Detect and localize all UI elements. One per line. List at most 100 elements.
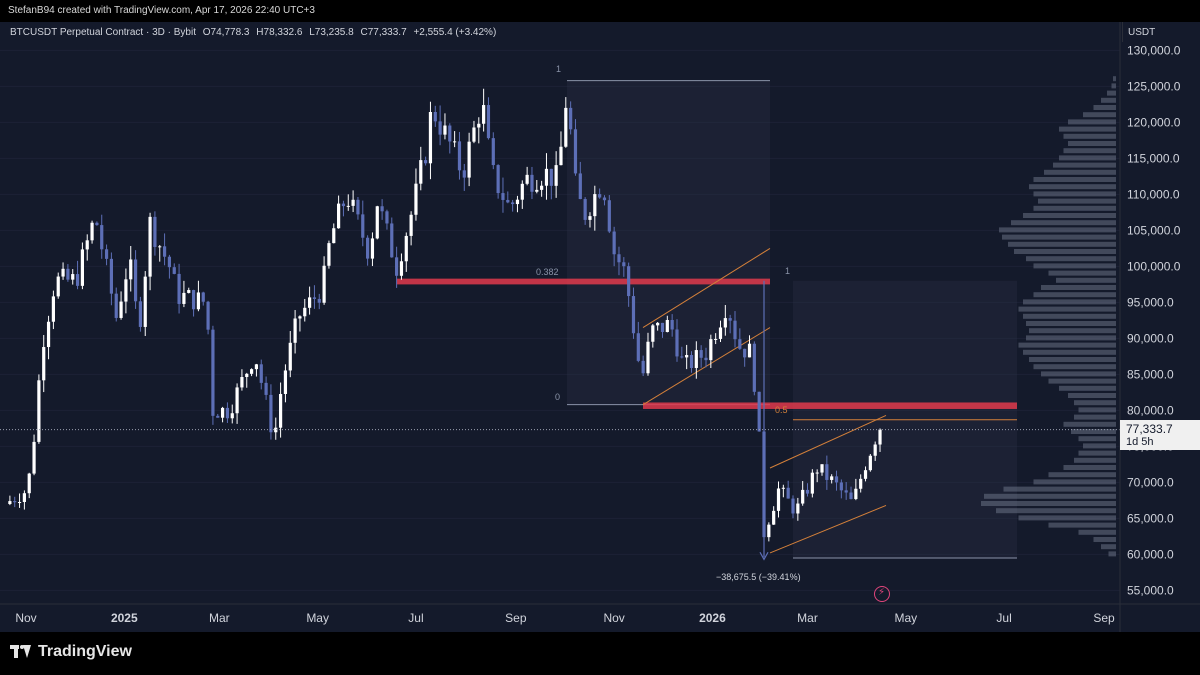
- candle-body: [51, 296, 55, 322]
- volume-profile-bar: [1018, 342, 1116, 348]
- volume-profile-bar: [1053, 162, 1116, 168]
- candle-body: [187, 290, 191, 293]
- y-tick-label: 90,000.0: [1127, 331, 1174, 345]
- x-tick-label: Nov: [603, 611, 624, 625]
- tradingview-brand[interactable]: TradingView: [10, 643, 132, 661]
- candle-body: [680, 356, 684, 358]
- fib-label-1: 1: [556, 64, 562, 74]
- candle-body: [307, 297, 312, 308]
- volume-profile-bar: [1078, 529, 1116, 535]
- candle-body: [820, 464, 824, 473]
- candle-body: [506, 199, 510, 203]
- candle-body: [631, 296, 636, 334]
- x-tick-label: Jul: [408, 611, 423, 625]
- candle-body: [573, 129, 578, 174]
- candle-body: [399, 261, 404, 276]
- candle-body: [863, 470, 868, 479]
- candle-body: [689, 355, 694, 368]
- candle-body: [269, 394, 273, 433]
- volume-profile-bar: [1048, 270, 1116, 276]
- candle-body: [694, 350, 698, 368]
- candle-body: [801, 489, 805, 504]
- candle-body: [617, 254, 621, 263]
- volume-profile-bar: [1038, 198, 1116, 204]
- candle-body: [854, 488, 858, 500]
- current-price-value: 77,333.7: [1126, 422, 1173, 436]
- candle-body: [75, 274, 80, 286]
- candle-body: [259, 364, 263, 383]
- candle-body: [482, 105, 486, 124]
- candle-body: [830, 476, 834, 480]
- alert-bolt-icon[interactable]: ⚡: [874, 586, 890, 602]
- tradingview-logo-icon: [10, 645, 32, 659]
- volume-profile-bar: [981, 501, 1116, 506]
- y-tick-label: 65,000.0: [1127, 511, 1174, 525]
- candle-body: [559, 146, 563, 166]
- channel-1-lower-line: [642, 327, 771, 406]
- volume-profile-bar: [1056, 277, 1116, 283]
- candle-body: [849, 492, 853, 500]
- x-tick-label: 2026: [699, 611, 726, 625]
- candle-body: [825, 464, 829, 480]
- volume-profile-bar: [1059, 155, 1116, 161]
- chart-area[interactable]: 55,000.060,000.065,000.070,000.075,000.0…: [0, 22, 1200, 632]
- candle-body: [805, 489, 810, 494]
- current-price-tag: 77,333.7 1d 5h: [1120, 420, 1200, 450]
- candle-body: [90, 222, 94, 241]
- candle-body: [457, 141, 462, 171]
- x-tick-label: Sep: [505, 611, 527, 625]
- candle-body: [733, 320, 737, 340]
- candle-body: [612, 231, 616, 255]
- candle-body: [46, 321, 51, 348]
- y-tick-label: 60,000.0: [1127, 547, 1174, 561]
- resistance-zone-upper: [397, 278, 770, 285]
- candle-body: [419, 160, 423, 184]
- candle-body: [791, 498, 795, 514]
- candle-body: [767, 524, 771, 538]
- candle-body: [709, 339, 713, 361]
- candle-body: [177, 273, 181, 304]
- candle-body: [810, 472, 814, 494]
- volume-profile-bar: [1029, 184, 1116, 190]
- candle-body: [264, 382, 268, 395]
- price-axis-unit[interactable]: USDT: [1128, 27, 1156, 38]
- candle-body: [607, 200, 611, 232]
- fib2-label-1: 1: [785, 266, 791, 276]
- candle-body: [844, 490, 848, 493]
- volume-profile-bar: [1063, 421, 1116, 427]
- candle-body: [549, 168, 553, 186]
- candle-body: [424, 160, 428, 164]
- candle-body: [17, 501, 22, 503]
- price-range-measure-label: −38,675.5 (−39.41%): [716, 572, 801, 582]
- candle-body: [472, 127, 476, 142]
- candle-body: [665, 319, 669, 332]
- candle-body: [477, 123, 481, 128]
- candle-body: [656, 322, 660, 326]
- candle-body: [80, 249, 84, 286]
- volume-profile-bar: [1033, 191, 1116, 197]
- candle-body: [114, 293, 118, 318]
- candle-body: [622, 262, 626, 267]
- price-chart[interactable]: 55,000.060,000.065,000.070,000.075,000.0…: [0, 22, 1200, 632]
- volume-profile-bar: [1059, 385, 1116, 391]
- candle-body: [723, 318, 727, 328]
- volume-profile-bar: [1033, 292, 1116, 298]
- volume-profile-bar: [1111, 83, 1116, 89]
- candle-body: [535, 189, 539, 192]
- volume-profile-bar: [1003, 486, 1116, 492]
- candle-body: [317, 298, 321, 303]
- candle-body: [583, 199, 587, 220]
- candle-body: [220, 407, 225, 418]
- candle-body: [520, 183, 524, 200]
- candle-body: [501, 193, 505, 200]
- volume-profile-bar: [1026, 256, 1116, 262]
- candle-body: [138, 301, 143, 327]
- candle-body: [129, 259, 133, 280]
- candle-body: [288, 342, 292, 371]
- price-axis-header: [1122, 22, 1200, 42]
- volume-profile-bar: [1033, 205, 1116, 211]
- candle-body: [283, 370, 288, 394]
- candle-body: [651, 325, 655, 342]
- candle-body: [385, 211, 389, 224]
- candle-body: [71, 274, 75, 280]
